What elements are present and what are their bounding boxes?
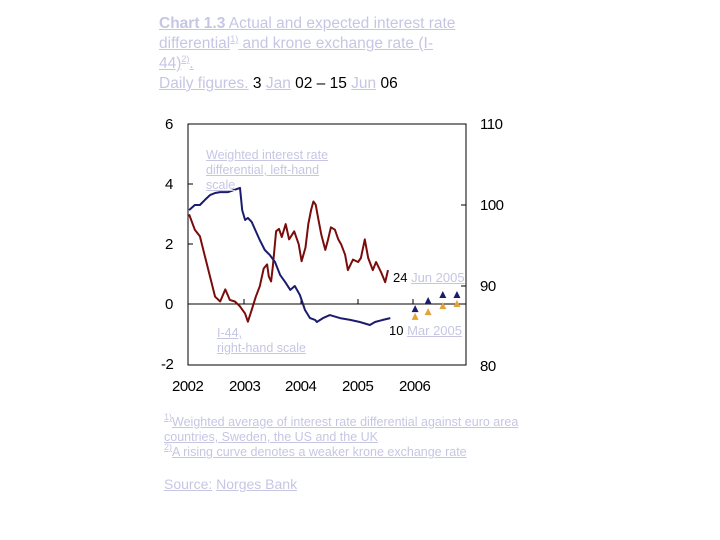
date-label-jun2005: 24 Jun 2005	[393, 270, 465, 285]
x-tick-2006: 2006	[399, 378, 431, 395]
triangle-marker-icon	[424, 297, 432, 304]
footnote-ref-2[interactable]: 2)	[181, 54, 190, 64]
date-label-mar2005: 10 Mar 2005	[389, 323, 462, 338]
source-line: Source: Norges Bank	[164, 476, 297, 492]
right-axis-ticks	[461, 204, 466, 287]
left-tick-neg2: -2	[161, 356, 174, 373]
month-jun-link[interactable]: Jun	[351, 75, 377, 92]
date-text: 3	[248, 75, 266, 92]
x-tick-2003: 2003	[229, 378, 261, 395]
date-text: 02 – 15	[290, 75, 352, 92]
date-day: 10	[389, 323, 408, 338]
weighted-differential-label: Weighted interest rate differential, lef…	[206, 148, 328, 193]
title-line3b-link[interactable]: .	[189, 55, 194, 72]
date-text: 06	[376, 75, 398, 92]
x-tick-2002: 2002	[172, 378, 204, 395]
chart-number-link[interactable]: Chart 1.3	[159, 15, 226, 32]
i44-label-line2[interactable]: right-hand scale	[217, 341, 306, 355]
title-line2b-link[interactable]: and krone exchange rate (I-	[238, 35, 433, 52]
expected-mar2005-triangles	[411, 300, 461, 320]
footnote-ref-1[interactable]: 1)	[230, 34, 239, 44]
x-tick-2004: 2004	[285, 378, 317, 395]
left-tick-2: 2	[165, 236, 173, 253]
i44-label: I-44, right-hand scale	[217, 326, 306, 356]
i44-label-line1[interactable]: I-44,	[217, 326, 243, 340]
weighted-label-line2[interactable]: differential, left-hand	[206, 163, 320, 177]
triangle-marker-icon	[453, 300, 461, 307]
right-tick-90: 90	[480, 278, 496, 295]
weighted-label-line1[interactable]: Weighted interest rate	[206, 148, 329, 162]
note2-marker[interactable]: 2)	[164, 442, 173, 452]
left-axis-ticks	[188, 183, 193, 245]
title-line2-link[interactable]: differential	[159, 35, 231, 52]
weighted-label-line3[interactable]: scale	[206, 178, 236, 192]
title-line3-link[interactable]: 44)	[159, 55, 182, 72]
i44-line	[188, 200, 389, 323]
month-jan-link[interactable]: Jan	[265, 75, 291, 92]
right-tick-80: 80	[480, 358, 496, 375]
left-tick-4: 4	[165, 176, 173, 193]
right-tick-100: 100	[480, 197, 504, 214]
left-tick-0: 0	[165, 296, 173, 313]
triangle-marker-icon	[453, 291, 461, 298]
date-month-link[interactable]: Jun 2005	[411, 270, 465, 285]
note1-text[interactable]: Weighted average of interest rate differ…	[164, 415, 519, 444]
left-tick-6: 6	[165, 116, 173, 133]
expected-jun2005-triangles	[411, 291, 461, 313]
title-line1-link[interactable]: Actual and expected interest rate	[225, 15, 456, 32]
chart-title: Chart 1.3 Actual and expected interest r…	[159, 14, 519, 94]
triangle-marker-icon	[439, 291, 447, 298]
date-month-link[interactable]: Mar 2005	[407, 323, 462, 338]
footnotes: 1)Weighted average of interest rate diff…	[164, 412, 524, 460]
triangle-marker-icon	[411, 312, 419, 320]
note2-text[interactable]: A rising curve denotes a weaker krone ex…	[172, 445, 467, 459]
daily-figures-link[interactable]: Daily figures.	[159, 75, 249, 92]
date-day: 24	[393, 270, 412, 285]
right-tick-110: 110	[480, 116, 503, 133]
x-axis-ticks	[243, 299, 414, 304]
note1-marker[interactable]: 1)	[164, 412, 173, 422]
source-name[interactable]: Norges Bank	[216, 476, 298, 492]
interest-differential-line	[188, 186, 391, 326]
triangle-marker-icon	[411, 305, 419, 313]
x-tick-2005: 2005	[342, 378, 374, 395]
triangle-marker-icon	[439, 302, 447, 310]
source-label[interactable]: Source:	[164, 476, 213, 492]
triangle-marker-icon	[424, 308, 432, 316]
